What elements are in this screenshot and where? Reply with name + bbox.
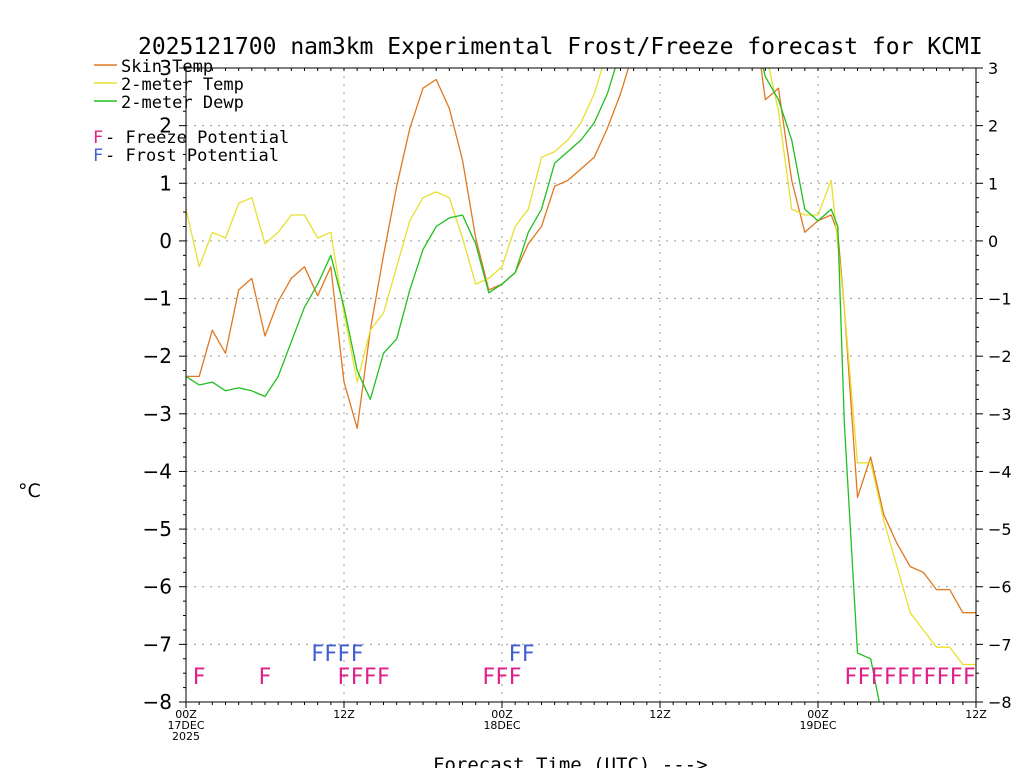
series-lines bbox=[186, 68, 976, 702]
legend-label: Skin Temp bbox=[121, 57, 213, 77]
freeze-marker: F bbox=[193, 665, 206, 690]
freeze-marker: F bbox=[897, 665, 910, 690]
y-tick-label-left: −7 bbox=[143, 632, 172, 656]
frost-marker: F bbox=[338, 642, 351, 667]
y-tick-label-right: −6 bbox=[988, 578, 1012, 597]
y-tick-label-right: −4 bbox=[988, 462, 1012, 481]
x-tick-label: 00Z bbox=[491, 708, 513, 721]
series-line-skin-temp bbox=[186, 68, 976, 614]
x-tick-label: 00Z bbox=[807, 708, 829, 721]
x-tick-label: 17DEC bbox=[167, 719, 204, 732]
legend-label: 2-meter Temp bbox=[121, 75, 244, 95]
freeze-marker: F bbox=[496, 665, 509, 690]
frost-marker: F bbox=[351, 642, 364, 667]
x-tick-label: 12Z bbox=[649, 708, 671, 721]
freeze-marker: F bbox=[377, 665, 390, 690]
y-tick-label-left: −6 bbox=[143, 575, 172, 599]
freeze-marker: F bbox=[910, 665, 923, 690]
axis-ticks: −8 −8 −7 −7 −6 −6 −5 −5 −4 −4 −3 −3 −2 −2 −1 −1 0 0 1 1 2 2 3 3… bbox=[143, 56, 1012, 743]
frost-marker: F bbox=[522, 642, 535, 667]
y-axis-label: °C bbox=[18, 480, 41, 502]
legend-label: 2-meter Dewp bbox=[121, 93, 244, 113]
x-tick-label: 12Z bbox=[965, 708, 987, 721]
frost-marker: F bbox=[509, 642, 522, 667]
x-tick-label: 19DEC bbox=[799, 719, 836, 732]
freeze-marker: F bbox=[364, 665, 377, 690]
y-tick-label-left: −4 bbox=[143, 459, 172, 483]
freeze-marker: F bbox=[871, 665, 884, 690]
freeze-marker: F bbox=[845, 665, 858, 690]
y-tick-label-right: 1 bbox=[988, 174, 998, 193]
x-tick-label: 2025 bbox=[172, 730, 200, 743]
y-tick-label-left: 1 bbox=[159, 171, 172, 195]
freeze-marker: F bbox=[259, 665, 272, 690]
y-tick-label-left: 2 bbox=[159, 114, 172, 138]
x-axis-label: Forecast Time (UTC) ---> bbox=[433, 754, 708, 768]
y-tick-label-right: 0 bbox=[988, 232, 998, 251]
x-tick-label: 12Z bbox=[333, 708, 355, 721]
marker-legend-letter: F bbox=[93, 146, 103, 166]
x-tick-label: 18DEC bbox=[483, 719, 520, 732]
freeze-marker: F bbox=[338, 665, 351, 690]
y-tick-label-right: −3 bbox=[988, 405, 1012, 424]
freeze-marker: F bbox=[351, 665, 364, 690]
y-tick-label-right: −8 bbox=[988, 693, 1012, 712]
y-tick-label-left: −5 bbox=[143, 517, 172, 541]
freeze-marker: F bbox=[509, 665, 522, 690]
chart-title: 2025121700 nam3km Experimental Frost/Fre… bbox=[138, 34, 983, 60]
freeze-marker: F bbox=[483, 665, 496, 690]
frost-marker: F bbox=[325, 642, 338, 667]
y-tick-label-right: 3 bbox=[988, 59, 998, 78]
y-tick-label-left: −3 bbox=[143, 402, 172, 426]
y-tick-label-right: −5 bbox=[988, 520, 1012, 539]
y-tick-label-left: −1 bbox=[143, 287, 172, 311]
frost-freeze-markers: F F F F F F F F F F F F F F F F F F FF F F F F F bbox=[193, 642, 976, 690]
freeze-marker: F bbox=[963, 665, 976, 690]
freeze-marker: F bbox=[858, 665, 871, 690]
freeze-marker: F bbox=[884, 665, 897, 690]
y-tick-label-left: 3 bbox=[159, 56, 172, 80]
marker-legend-text: - Freeze Potential bbox=[105, 128, 289, 148]
y-tick-label-right: −1 bbox=[988, 290, 1012, 309]
grid-lines bbox=[186, 68, 976, 702]
freeze-marker: F bbox=[937, 665, 950, 690]
freeze-marker: F bbox=[924, 665, 937, 690]
y-tick-label-right: −7 bbox=[988, 635, 1012, 654]
series-line-2-meter-temp bbox=[186, 68, 976, 666]
marker-legend-text: - Frost Potential bbox=[105, 146, 279, 166]
x-tick-label: 00Z bbox=[175, 708, 197, 721]
y-tick-label-left: 0 bbox=[159, 229, 172, 253]
frost-marker: F bbox=[311, 642, 324, 667]
y-tick-label-left: −8 bbox=[143, 690, 172, 714]
y-tick-label-right: −2 bbox=[988, 347, 1012, 366]
freeze-marker: F bbox=[950, 665, 963, 690]
y-tick-label-left: −2 bbox=[143, 344, 172, 368]
series-line-2-meter-dewp bbox=[186, 68, 880, 702]
y-tick-label-right: 2 bbox=[988, 117, 998, 136]
marker-legend-letter: F bbox=[93, 128, 103, 148]
